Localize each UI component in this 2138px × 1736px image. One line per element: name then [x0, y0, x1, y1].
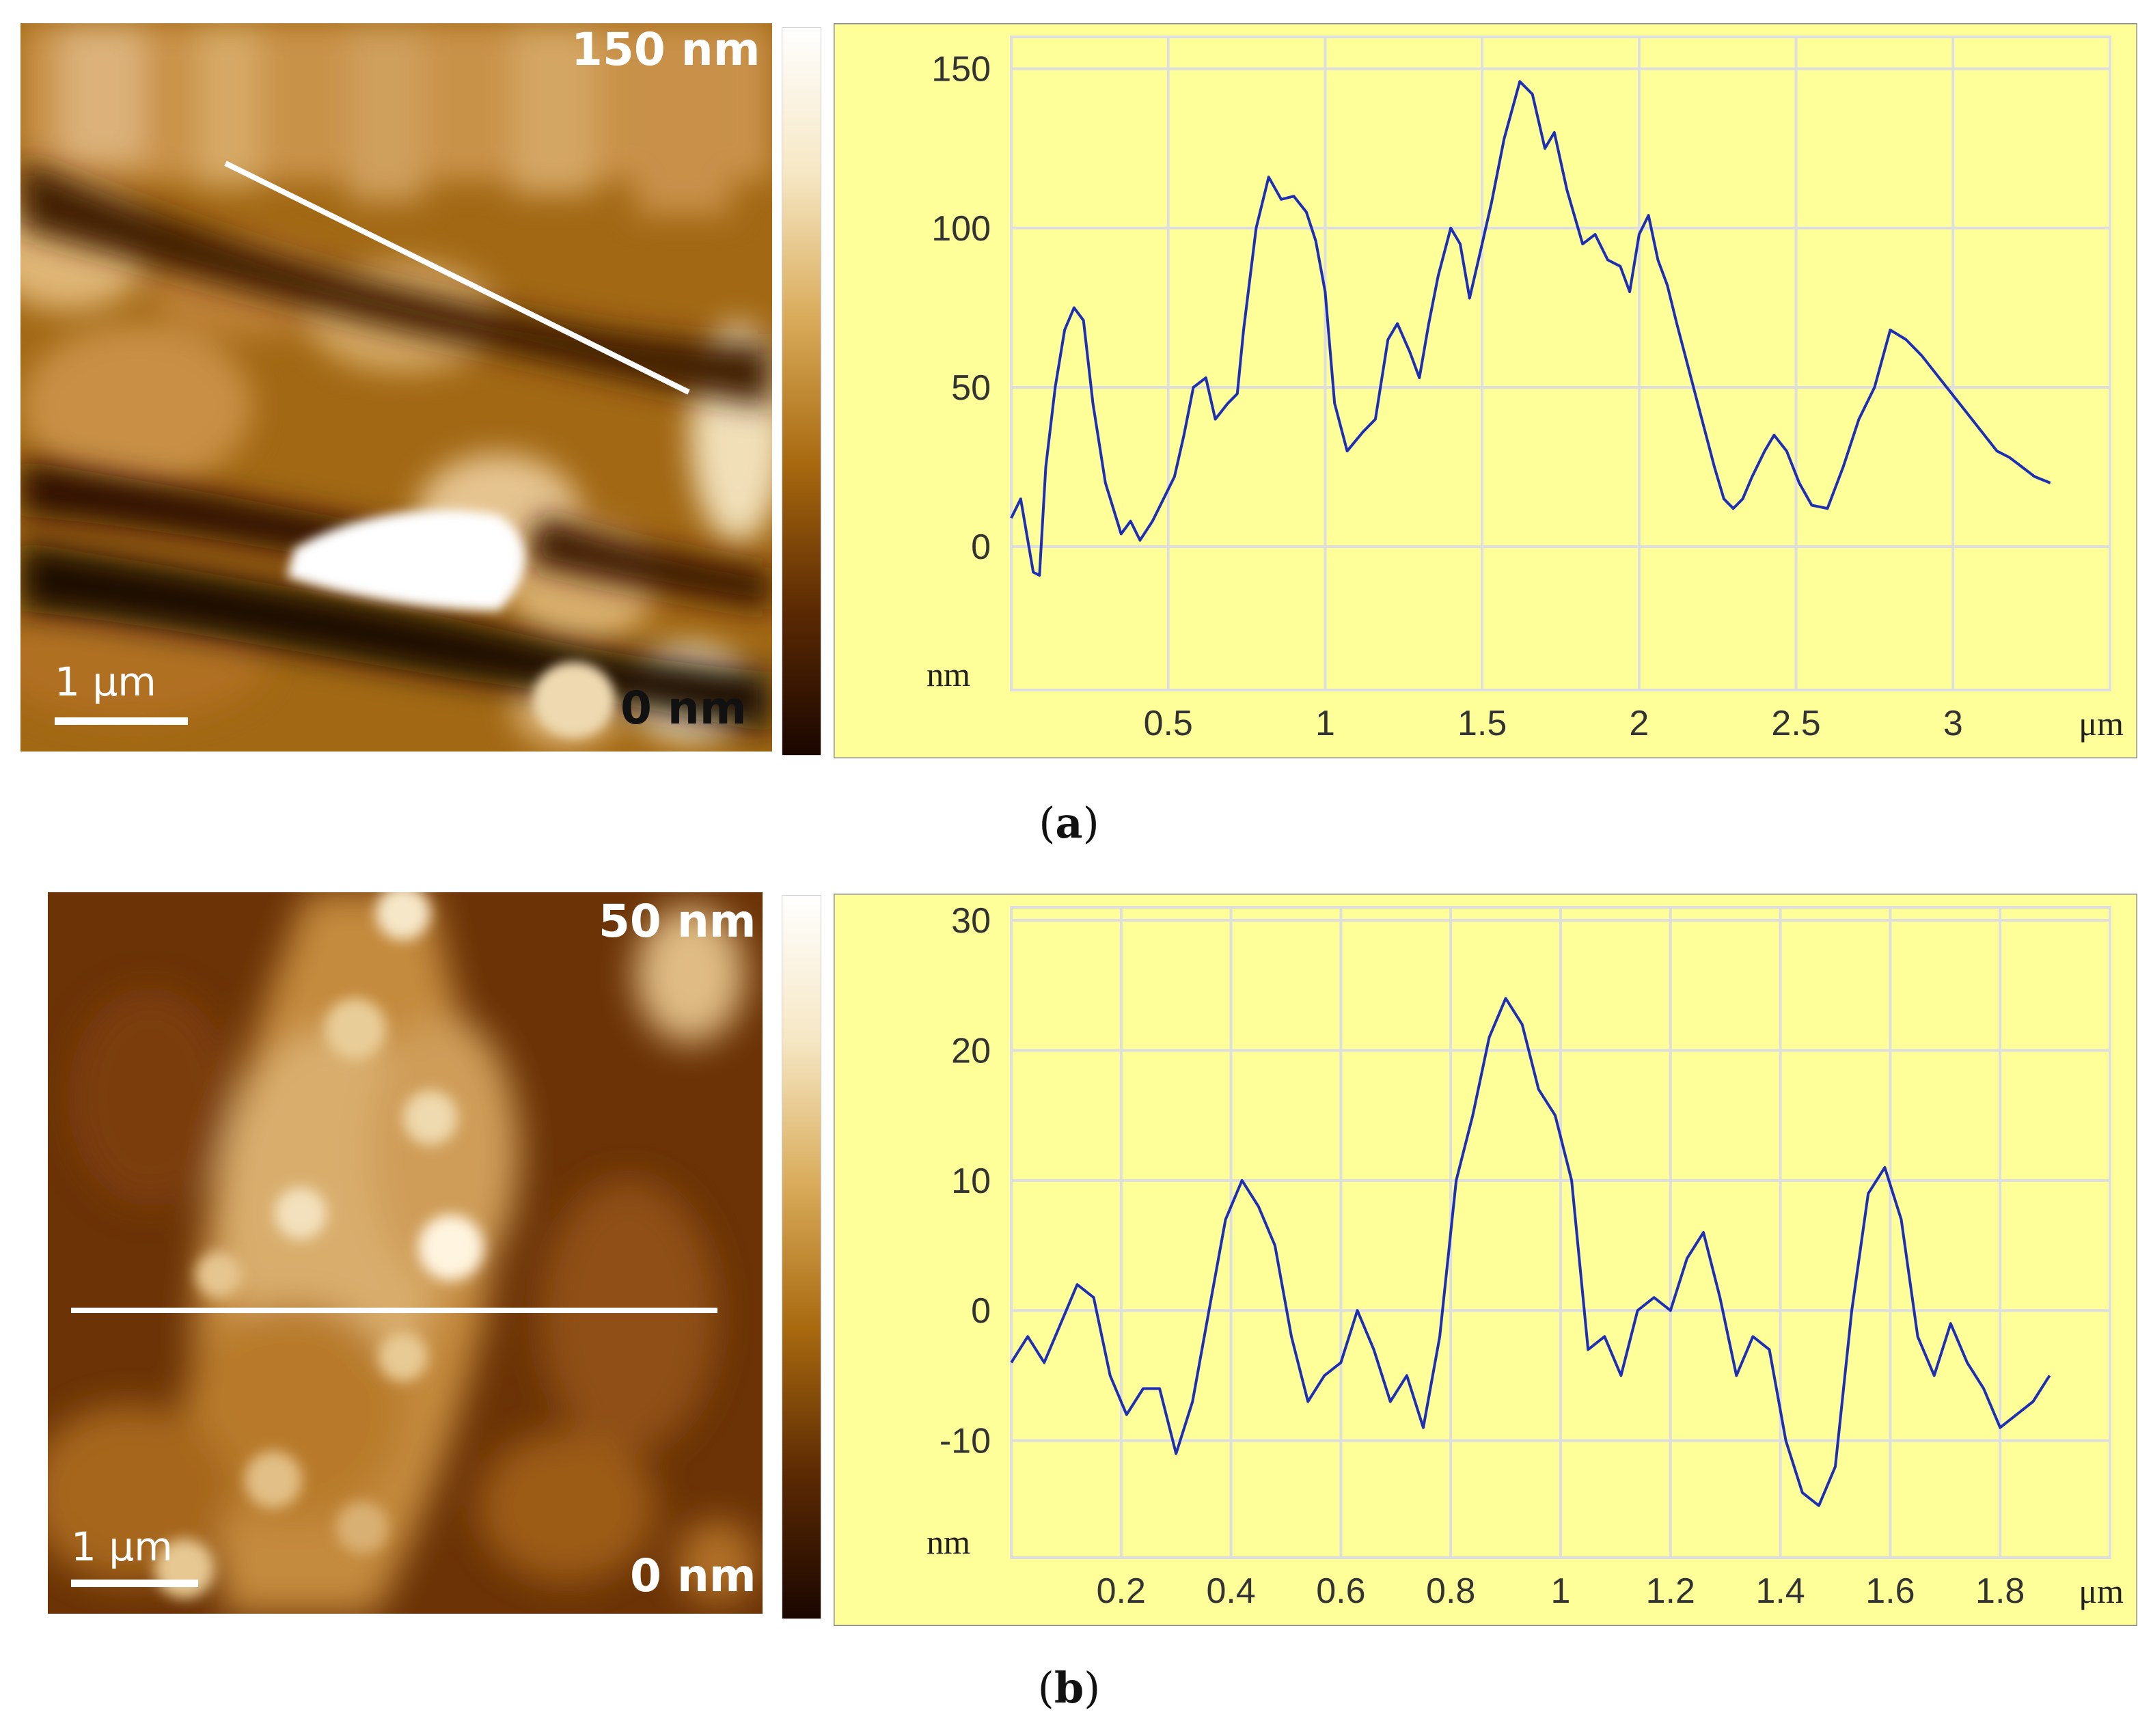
- caption-a-close: ): [1082, 798, 1099, 848]
- x-axis-label-a: μm: [2079, 704, 2124, 743]
- afm-image-b: [48, 892, 763, 1614]
- y-tick-label-b: -10: [940, 1422, 991, 1461]
- colorbar-min-label-b: 0 nm: [630, 1549, 756, 1602]
- x-tick-label-a: 0.5: [1144, 704, 1193, 743]
- panel-a: 150 nm 0 nm 1 μm 0.5 1 1.5 2 2.5 3 0 50 100 150 nm…: [0, 23, 2138, 848]
- scale-bar-label-b: 1 μm: [71, 1524, 173, 1570]
- x-tick-label-a: 2.5: [1771, 704, 1820, 743]
- plot-frame-a: [1010, 36, 2111, 691]
- colorbar-max-label-a: 150 nm: [571, 23, 760, 76]
- x-tick-label-a: 2: [1629, 704, 1649, 743]
- caption-b-close: ): [1084, 1663, 1101, 1713]
- afm-topography-a: [20, 23, 772, 752]
- y-tick-label-b: 20: [951, 1031, 991, 1071]
- y-tick-label-a: 50: [951, 368, 991, 408]
- y-tick-label-b: 0: [971, 1291, 991, 1331]
- scale-bar-a: [55, 717, 188, 725]
- profile-background-a: [834, 23, 2137, 758]
- x-tick-label-b: 0.8: [1426, 1571, 1475, 1611]
- afm-topography-b: [48, 892, 763, 1614]
- x-tick-label-a: 3: [1943, 704, 1963, 743]
- y-tick-label-b: 30: [951, 901, 991, 941]
- scale-bar-label-a: 1 μm: [55, 659, 156, 705]
- colorbar-min-label-a: 0 nm: [620, 682, 747, 734]
- y-axis-label-a: nm: [927, 655, 970, 693]
- y-tick-label-b: 10: [951, 1161, 991, 1201]
- x-tick-label-b: 1.6: [1865, 1571, 1915, 1611]
- x-axis-label-b: μm: [2079, 1572, 2124, 1610]
- profile-series-line-a: [1010, 80, 2051, 577]
- x-tick-label-a: 1.5: [1457, 704, 1507, 743]
- x-tick-label-b: 1.8: [1975, 1571, 2025, 1611]
- x-tick-label-a: 1: [1315, 704, 1335, 743]
- x-tick-label-b: 0.6: [1316, 1571, 1365, 1611]
- caption-b-open: (: [1037, 1663, 1054, 1713]
- y-axis-label-b: nm: [927, 1523, 970, 1561]
- x-tick-label-b: 1: [1551, 1571, 1571, 1611]
- y-tick-label-a: 100: [931, 209, 991, 249]
- caption-a-open: (: [1039, 798, 1056, 848]
- panel-b: 50 nm 0 nm 1 μm 0.2 0.4 0.6 0.8 1 1.2 1.4 1.6 1.…: [0, 868, 2138, 1736]
- scale-bar-b: [71, 1580, 198, 1587]
- profile-background-b: [834, 894, 2137, 1626]
- caption-b-letter: b: [1054, 1663, 1084, 1713]
- x-tick-label-b: 1.4: [1755, 1571, 1805, 1611]
- y-tick-label-a: 0: [971, 527, 991, 567]
- colorbar-a: [782, 27, 821, 756]
- height-profile-a: 0.5 1 1.5 2 2.5 3 0 50 100 150 nm μm: [834, 23, 2137, 758]
- x-tick-label-b: 0.2: [1097, 1571, 1146, 1611]
- profile-series-line-b: [1010, 997, 2051, 1507]
- caption-a: (a): [0, 798, 2138, 848]
- colorbar-b: [782, 895, 821, 1619]
- caption-a-letter: a: [1055, 798, 1083, 848]
- profile-line-a: [224, 161, 690, 395]
- colorbar-max-label-b: 50 nm: [599, 895, 756, 948]
- height-profile-b: 0.2 0.4 0.6 0.8 1 1.2 1.4 1.6 1.8 -10 0 10 20 30 nm μm: [834, 894, 2137, 1626]
- caption-b: (b): [0, 1663, 2138, 1713]
- x-tick-label-b: 0.4: [1206, 1571, 1255, 1611]
- y-tick-label-a: 150: [931, 50, 991, 89]
- afm-image-a: [20, 23, 772, 752]
- x-tick-label-b: 1.2: [1646, 1571, 1695, 1611]
